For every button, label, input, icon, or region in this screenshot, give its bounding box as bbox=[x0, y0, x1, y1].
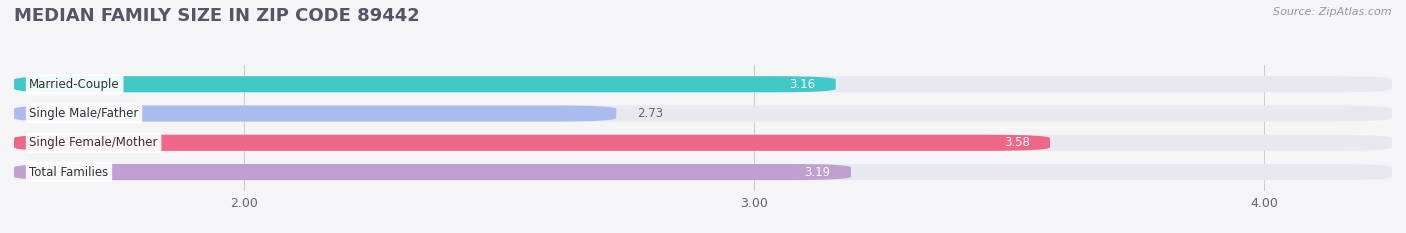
FancyBboxPatch shape bbox=[14, 106, 1392, 122]
Text: 3.16: 3.16 bbox=[789, 78, 815, 91]
Text: 3.58: 3.58 bbox=[1004, 136, 1029, 149]
FancyBboxPatch shape bbox=[14, 164, 1392, 180]
Text: MEDIAN FAMILY SIZE IN ZIP CODE 89442: MEDIAN FAMILY SIZE IN ZIP CODE 89442 bbox=[14, 7, 420, 25]
FancyBboxPatch shape bbox=[14, 135, 1050, 151]
FancyBboxPatch shape bbox=[14, 76, 1392, 92]
FancyBboxPatch shape bbox=[14, 135, 1392, 151]
Text: 2.73: 2.73 bbox=[637, 107, 662, 120]
Text: Total Families: Total Families bbox=[30, 165, 108, 178]
FancyBboxPatch shape bbox=[14, 164, 851, 180]
Text: Single Male/Father: Single Male/Father bbox=[30, 107, 139, 120]
FancyBboxPatch shape bbox=[14, 76, 835, 92]
Text: 3.19: 3.19 bbox=[804, 165, 831, 178]
Text: Married-Couple: Married-Couple bbox=[30, 78, 120, 91]
Text: Source: ZipAtlas.com: Source: ZipAtlas.com bbox=[1274, 7, 1392, 17]
Text: Single Female/Mother: Single Female/Mother bbox=[30, 136, 157, 149]
FancyBboxPatch shape bbox=[14, 106, 616, 122]
